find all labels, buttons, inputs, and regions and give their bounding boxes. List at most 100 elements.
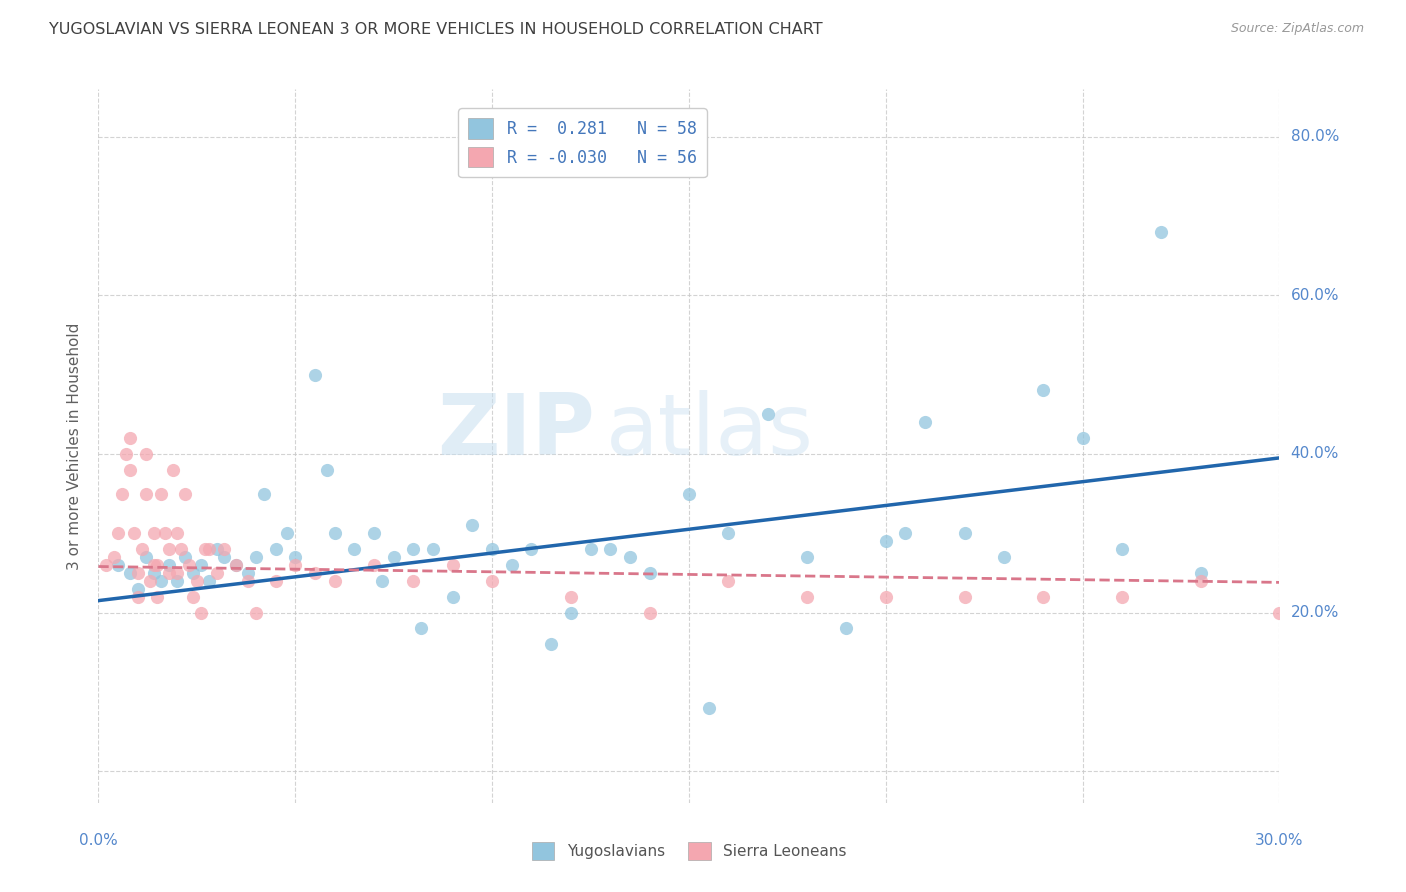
Point — [166, 566, 188, 580]
Point — [304, 566, 326, 580]
Point — [127, 590, 149, 604]
Point — [717, 526, 740, 541]
Point — [205, 566, 228, 580]
Point — [157, 542, 180, 557]
Point — [253, 486, 276, 500]
Point — [142, 566, 165, 580]
Point — [150, 486, 173, 500]
Point — [894, 526, 917, 541]
Point — [103, 549, 125, 564]
Point — [174, 549, 197, 564]
Point — [118, 431, 141, 445]
Point — [115, 447, 138, 461]
Legend: Yugoslavians, Sierra Leoneans: Yugoslavians, Sierra Leoneans — [526, 836, 852, 866]
Point — [284, 549, 307, 564]
Point — [501, 558, 523, 572]
Text: 40.0%: 40.0% — [1291, 446, 1339, 461]
Point — [638, 566, 661, 580]
Point — [190, 558, 212, 572]
Point — [135, 486, 157, 500]
Point — [135, 549, 157, 564]
Point — [756, 407, 779, 421]
Point — [875, 534, 897, 549]
Point — [304, 368, 326, 382]
Point — [181, 590, 204, 604]
Text: 20.0%: 20.0% — [1291, 605, 1339, 620]
Text: ZIP: ZIP — [437, 390, 595, 474]
Point — [245, 549, 267, 564]
Point — [520, 542, 543, 557]
Point — [131, 542, 153, 557]
Text: atlas: atlas — [606, 390, 814, 474]
Point — [174, 486, 197, 500]
Point — [127, 566, 149, 580]
Point — [142, 558, 165, 572]
Y-axis label: 3 or more Vehicles in Household: 3 or more Vehicles in Household — [67, 322, 83, 570]
Point — [135, 447, 157, 461]
Point — [953, 526, 976, 541]
Point — [96, 558, 118, 572]
Point — [481, 574, 503, 588]
Point — [1032, 384, 1054, 398]
Text: Source: ZipAtlas.com: Source: ZipAtlas.com — [1230, 22, 1364, 36]
Point — [1111, 542, 1133, 557]
Point — [150, 574, 173, 588]
Point — [323, 526, 346, 541]
Point — [1111, 590, 1133, 604]
Point — [371, 574, 394, 588]
Point — [835, 621, 858, 635]
Point — [214, 542, 236, 557]
Text: YUGOSLAVIAN VS SIERRA LEONEAN 3 OR MORE VEHICLES IN HOUSEHOLD CORRELATION CHART: YUGOSLAVIAN VS SIERRA LEONEAN 3 OR MORE … — [49, 22, 823, 37]
Point — [697, 700, 720, 714]
Point — [422, 542, 444, 557]
Point — [142, 526, 165, 541]
Point — [461, 518, 484, 533]
Point — [236, 574, 259, 588]
Point — [118, 463, 141, 477]
Point — [1268, 606, 1291, 620]
Point — [127, 582, 149, 596]
Point — [1189, 574, 1212, 588]
Point — [953, 590, 976, 604]
Point — [118, 566, 141, 580]
Point — [796, 549, 818, 564]
Point — [914, 415, 936, 429]
Point — [190, 606, 212, 620]
Text: 60.0%: 60.0% — [1291, 288, 1339, 303]
Point — [166, 526, 188, 541]
Point — [264, 542, 287, 557]
Point — [107, 558, 129, 572]
Point — [638, 606, 661, 620]
Point — [214, 549, 236, 564]
Point — [402, 574, 425, 588]
Point — [441, 558, 464, 572]
Point — [1032, 590, 1054, 604]
Point — [599, 542, 621, 557]
Point — [560, 590, 582, 604]
Point — [205, 542, 228, 557]
Point — [197, 574, 219, 588]
Point — [540, 637, 562, 651]
Text: 30.0%: 30.0% — [1256, 833, 1303, 848]
Point — [157, 558, 180, 572]
Point — [402, 542, 425, 557]
Point — [122, 526, 145, 541]
Point — [993, 549, 1015, 564]
Point — [225, 558, 247, 572]
Point — [276, 526, 298, 541]
Point — [343, 542, 366, 557]
Point — [170, 542, 193, 557]
Point — [579, 542, 602, 557]
Point — [1189, 566, 1212, 580]
Text: 0.0%: 0.0% — [79, 833, 118, 848]
Point — [162, 463, 184, 477]
Point — [146, 590, 169, 604]
Point — [1150, 225, 1173, 239]
Point — [197, 542, 219, 557]
Point — [875, 590, 897, 604]
Point — [481, 542, 503, 557]
Point — [146, 558, 169, 572]
Point — [138, 574, 160, 588]
Point — [177, 558, 200, 572]
Point — [157, 566, 180, 580]
